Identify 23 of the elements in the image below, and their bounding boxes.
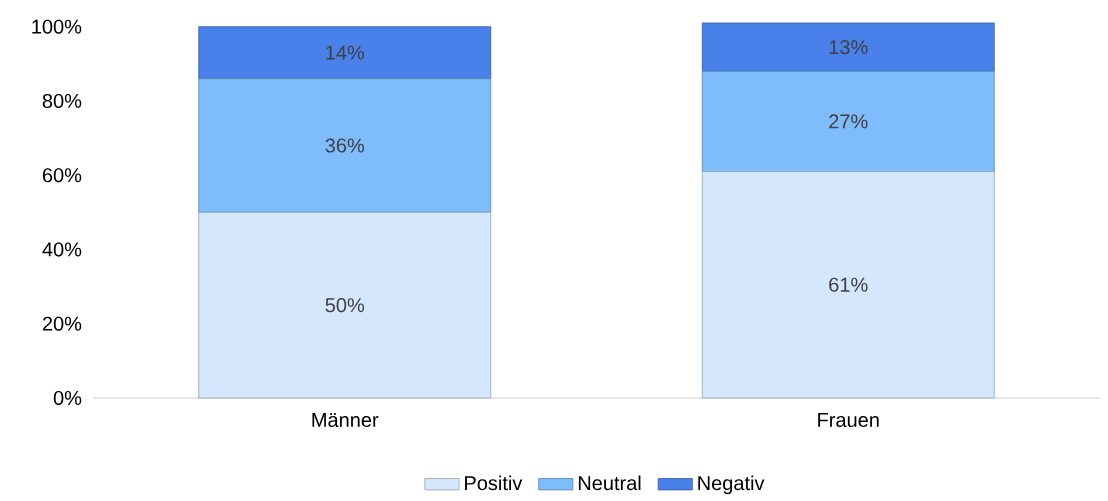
bar — [701, 171, 995, 399]
legend-label: Neutral — [578, 475, 641, 491]
y-tick-label: 0% — [53, 390, 82, 406]
bar — [701, 70, 995, 172]
data-label: 14% — [326, 45, 365, 60]
y-tick-label: 80% — [42, 93, 82, 109]
y-tick-label: 40% — [42, 242, 82, 257]
data-label: 61% — [829, 277, 868, 292]
data-label: 50% — [325, 298, 365, 313]
bar — [198, 211, 492, 399]
bar — [198, 78, 492, 213]
y-tick-label: 100% — [32, 19, 82, 34]
bar — [198, 26, 492, 80]
y-tick-label: 60% — [42, 168, 82, 183]
x-tick-label: Männer — [312, 413, 379, 427]
data-label: 13% — [829, 40, 868, 55]
legend-label: Negativ — [698, 475, 765, 495]
bar — [701, 22, 995, 72]
legend-label: Positiv — [465, 475, 523, 491]
y-tick-label: 20% — [42, 316, 82, 331]
data-label: 27% — [829, 114, 868, 129]
data-label: 36% — [325, 138, 365, 153]
x-tick-label: Frauen — [818, 413, 879, 427]
